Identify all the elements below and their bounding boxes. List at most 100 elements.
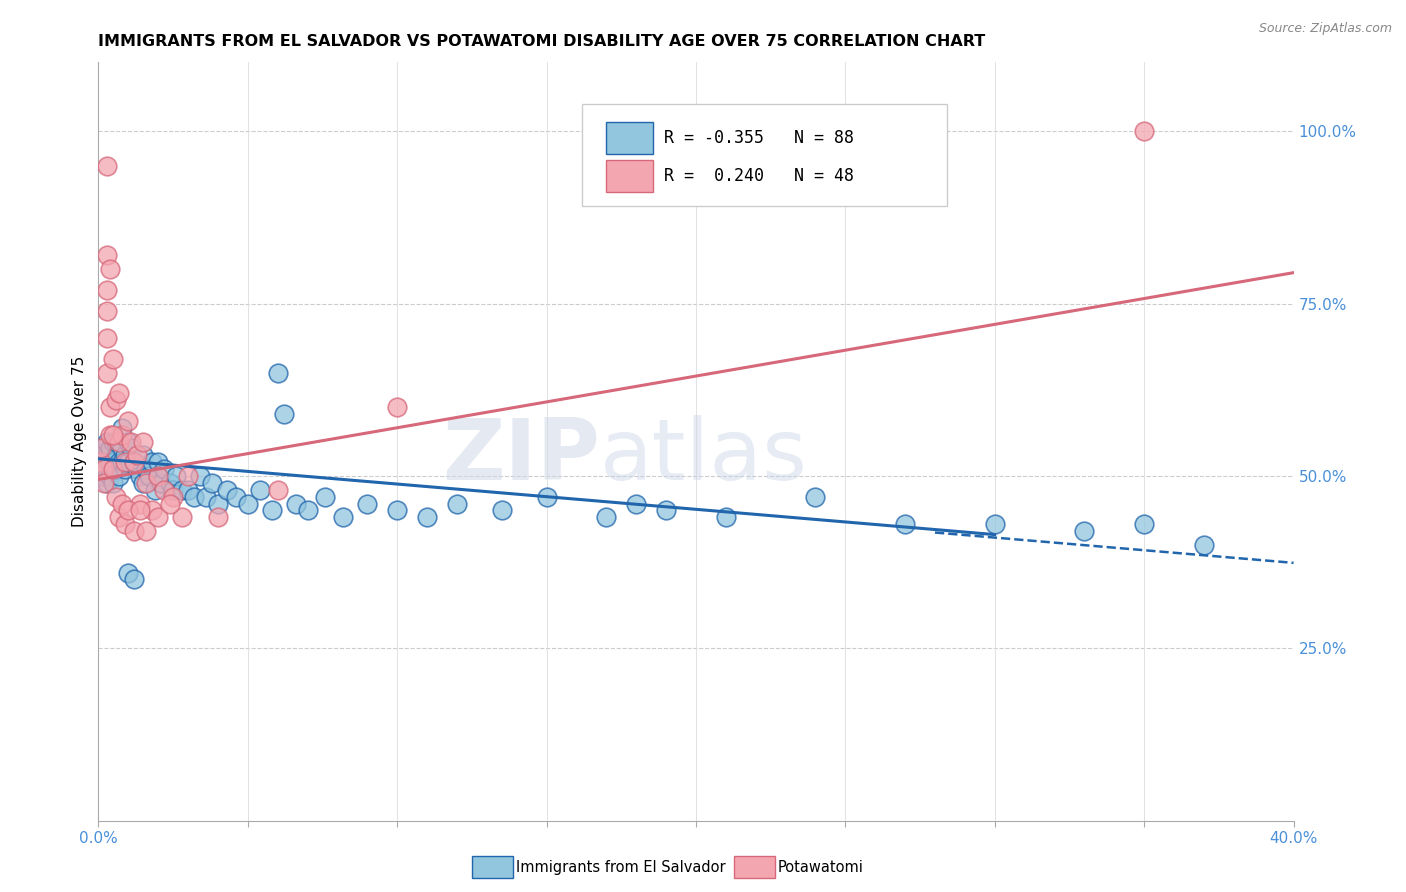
Point [172,510,194,524]
Point [129,503,152,517]
Point [96,462,118,476]
Point [93,442,115,456]
Point [132,475,155,490]
Point [153,483,176,497]
Point [103,455,125,469]
Point [315,490,337,504]
Point [162,483,184,497]
Point [804,490,827,504]
Point [93,469,115,483]
Point [201,475,224,490]
Point [143,483,166,497]
Point [105,448,128,462]
Point [120,442,142,456]
Point [124,455,146,469]
Point [260,503,283,517]
Point [356,497,378,511]
Point [141,455,163,469]
Point [595,510,617,524]
Point [111,421,134,435]
Point [225,490,247,504]
Point [103,475,125,490]
Point [93,462,115,476]
Point [127,462,149,476]
Point [98,262,122,277]
Point [105,462,128,476]
Point [90,455,112,469]
Point [90,469,112,483]
Point [98,427,122,442]
Point [98,455,122,469]
Point [96,331,118,345]
Point [98,469,122,483]
Point [120,434,142,449]
Point [96,248,118,262]
Point [536,490,558,504]
Point [183,490,205,504]
Point [105,393,128,408]
Point [385,400,409,414]
Text: R =  0.240   N = 48: R = 0.240 N = 48 [664,167,853,186]
Point [165,469,187,483]
Text: R = -0.355   N = 88: R = -0.355 N = 88 [664,129,853,147]
Point [150,475,173,490]
Point [148,510,170,524]
Point [103,462,125,476]
Point [249,483,271,497]
Point [90,448,112,462]
Point [93,475,115,490]
Text: Source: ZipAtlas.com: Source: ZipAtlas.com [1258,22,1392,36]
Point [127,448,149,462]
Point [446,497,468,511]
Point [103,427,125,442]
Point [96,448,118,462]
Point [111,497,134,511]
Point [1073,524,1095,538]
Point [117,414,139,428]
Point [332,510,354,524]
Point [98,400,122,414]
Point [111,442,134,456]
Point [148,469,170,483]
Point [117,503,139,517]
Point [153,462,176,476]
Point [103,351,125,366]
Text: Potawatomi: Potawatomi [778,860,863,874]
Point [129,497,152,511]
Point [132,448,155,462]
Point [132,434,155,449]
Point [111,455,134,469]
Y-axis label: Disability Age Over 75: Disability Age Over 75 [72,356,87,527]
Point [117,566,139,580]
Point [385,503,409,517]
Point [655,503,678,517]
Point [491,503,513,517]
Point [129,469,152,483]
Point [148,455,170,469]
Text: Immigrants from El Salvador: Immigrants from El Salvador [516,860,725,874]
Point [117,434,139,449]
Point [172,483,194,497]
Point [114,448,136,462]
Point [148,469,170,483]
Point [96,469,118,483]
Point [108,455,131,469]
Point [98,462,122,476]
Point [195,490,218,504]
FancyBboxPatch shape [582,104,948,206]
Point [114,517,136,532]
Point [159,497,181,511]
Point [93,448,115,462]
Point [103,434,125,449]
Point [207,510,229,524]
Point [124,524,146,538]
Point [135,475,157,490]
Point [267,483,290,497]
Point [114,455,136,469]
Point [108,469,131,483]
Point [108,510,131,524]
Point [96,366,118,380]
Point [96,434,118,449]
Point [135,462,157,476]
Point [117,455,139,469]
